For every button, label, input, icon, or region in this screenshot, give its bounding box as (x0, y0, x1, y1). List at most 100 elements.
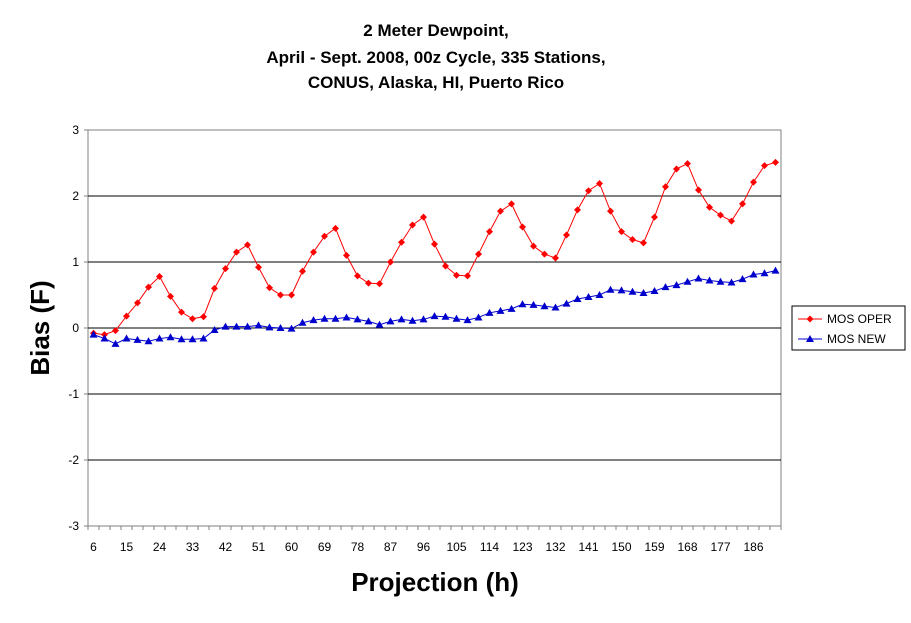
data-point-mos-oper (420, 213, 427, 221)
data-point-mos-new (111, 339, 120, 347)
x-tick-label: 87 (384, 540, 398, 554)
x-tick-label: 60 (285, 540, 299, 554)
data-point-mos-oper (486, 228, 493, 236)
legend-label-mos-new: MOS NEW (827, 332, 886, 346)
data-point-mos-new (287, 324, 296, 332)
data-point-mos-oper (640, 239, 647, 247)
data-point-mos-oper (739, 200, 746, 208)
series-mos-new (89, 266, 780, 347)
data-point-mos-new (507, 304, 516, 312)
data-point-mos-new (639, 289, 648, 297)
data-point-mos-new (430, 312, 439, 320)
data-point-mos-oper (431, 240, 438, 248)
data-point-mos-new (188, 335, 197, 343)
x-tick-label: 15 (120, 540, 134, 554)
data-point-mos-oper (178, 308, 185, 316)
data-point-mos-oper (651, 213, 658, 221)
x-axis-ticks: 6 15 24 33 42 51 60 69 78 87 96 105 114 123 132 141 150 1… (87, 526, 782, 554)
x-tick-label: 177 (710, 540, 730, 554)
data-point-mos-new (342, 313, 351, 321)
data-point-mos-new (199, 334, 208, 342)
data-point-mos-new (562, 299, 571, 307)
y-tick-label: 3 (72, 123, 79, 137)
series-layer (89, 158, 780, 347)
data-point-mos-oper (717, 211, 724, 219)
data-point-mos-new (243, 322, 252, 330)
x-tick-label: 51 (252, 540, 266, 554)
data-point-mos-new (320, 314, 329, 322)
data-point-mos-new (397, 315, 406, 323)
data-point-mos-oper (321, 232, 328, 240)
data-point-mos-oper (442, 262, 449, 270)
y-tick-label: 0 (72, 321, 79, 335)
data-point-mos-oper (574, 206, 581, 214)
data-point-mos-oper (233, 248, 240, 256)
x-tick-label: 33 (186, 540, 200, 554)
data-point-mos-oper (266, 284, 273, 292)
data-point-mos-oper (772, 158, 779, 166)
data-point-mos-new (617, 286, 626, 294)
data-point-mos-new (133, 335, 142, 343)
data-point-mos-oper (145, 283, 152, 291)
data-point-mos-new (661, 283, 670, 291)
data-point-mos-new (265, 323, 274, 331)
x-tick-label: 78 (351, 540, 365, 554)
data-point-mos-oper (211, 284, 218, 292)
legend: MOS OPER MOS NEW (791, 305, 906, 351)
data-point-mos-new (683, 277, 692, 285)
data-point-mos-new (518, 300, 527, 308)
x-tick-label: 105 (446, 540, 466, 554)
x-tick-label: 24 (153, 540, 167, 554)
data-point-mos-oper (310, 248, 317, 256)
y-tick-label: -3 (68, 519, 79, 533)
legend-items: MOS OPER MOS NEW (798, 312, 892, 346)
data-point-mos-oper (288, 291, 295, 299)
data-point-mos-new (705, 276, 714, 284)
data-point-mos-oper (618, 228, 625, 236)
data-point-mos-oper (541, 250, 548, 258)
data-point-mos-oper (508, 200, 515, 208)
data-point-mos-new (144, 337, 153, 345)
data-point-mos-new (221, 322, 230, 330)
data-point-mos-new (496, 306, 505, 314)
data-point-mos-oper (728, 217, 735, 225)
data-point-mos-oper (695, 186, 702, 194)
data-point-mos-new (529, 300, 538, 308)
data-point-mos-new (408, 316, 417, 324)
series-mos-oper (90, 158, 779, 339)
x-tick-label: 123 (512, 540, 532, 554)
data-point-mos-new (760, 269, 769, 277)
data-point-mos-oper (277, 291, 284, 299)
data-point-mos-oper (585, 187, 592, 195)
data-point-mos-new (606, 285, 615, 293)
data-point-mos-oper (376, 280, 383, 288)
x-tick-label: 69 (318, 540, 332, 554)
data-point-mos-new (595, 291, 604, 298)
y-tick-label: -2 (68, 453, 79, 467)
data-point-mos-oper (563, 231, 570, 239)
data-point-mos-new (276, 324, 285, 331)
x-tick-label: 168 (677, 540, 697, 554)
data-point-mos-new (584, 292, 593, 300)
data-point-mos-new (551, 303, 560, 311)
data-point-mos-new (254, 321, 263, 329)
data-point-mos-new (353, 315, 362, 323)
chart-title-line-3: CONUS, Alaska, HI, Puerto Rico (308, 73, 564, 92)
data-point-mos-oper (673, 165, 680, 173)
data-point-mos-oper (354, 272, 361, 280)
data-point-mos-new (650, 287, 659, 295)
data-point-mos-oper (596, 179, 603, 187)
data-point-mos-oper (222, 265, 229, 273)
data-point-mos-oper (343, 251, 350, 259)
gridlines (88, 195, 781, 461)
legend-marker-mos-new (806, 335, 814, 342)
data-point-mos-oper (299, 267, 306, 275)
x-axis-title: Projection (h) (351, 567, 519, 597)
x-tick-label: 186 (743, 540, 763, 554)
data-point-mos-new (628, 287, 637, 295)
data-point-mos-oper (409, 221, 416, 229)
data-point-mos-oper (189, 315, 196, 323)
data-point-mos-new (89, 330, 98, 338)
data-point-mos-new (298, 318, 307, 326)
